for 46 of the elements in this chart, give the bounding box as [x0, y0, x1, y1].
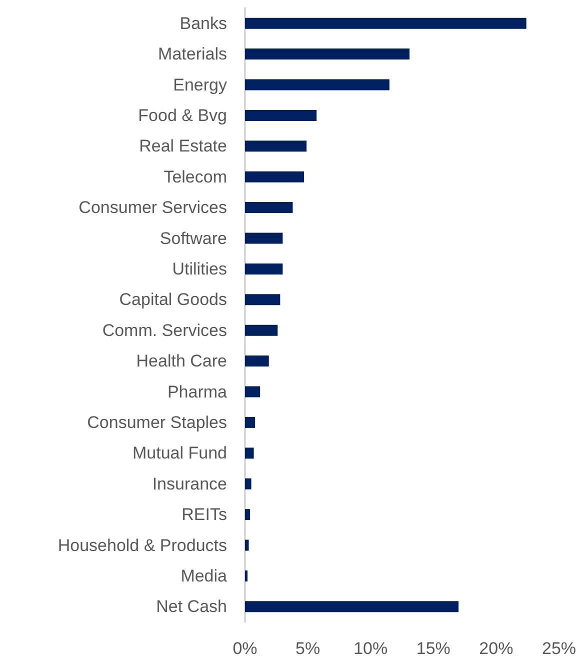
bar [245, 294, 280, 306]
bar [245, 79, 390, 90]
x-tick-label: 5% [296, 639, 320, 658]
bar [245, 448, 254, 459]
y-tick-label: Consumer Staples [87, 412, 227, 432]
y-tick-label: Software [160, 228, 227, 248]
bar [245, 509, 250, 520]
bar [245, 232, 283, 244]
y-tick-label: Comm. Services [102, 320, 227, 340]
y-tick-label: REITs [182, 505, 227, 524]
y-tick-label: Net Cash [156, 597, 227, 616]
y-tick-label: Real Estate [139, 136, 227, 156]
bar [245, 171, 304, 182]
y-tick-label: Pharma [167, 382, 228, 402]
y-tick-label: Banks [180, 14, 227, 33]
x-tick-label: 0% [232, 639, 258, 658]
x-tick-label: 10% [354, 639, 388, 658]
bar [245, 356, 269, 367]
bar [245, 416, 256, 428]
y-tick-label: Energy [173, 75, 228, 94]
y-tick-label: Household & Products [58, 536, 227, 555]
x-tick-label: 15% [416, 639, 450, 658]
bar [245, 140, 307, 152]
bar [245, 110, 317, 121]
bar [245, 324, 278, 336]
y-tick-label: Insurance [152, 474, 227, 494]
x-tick-label: 25% [542, 639, 576, 658]
bar [245, 18, 526, 29]
bar [245, 601, 459, 612]
y-tick-label: Food & Bvg [138, 106, 227, 125]
bar [245, 540, 249, 551]
y-tick-label: Consumer Services [78, 198, 227, 218]
y-tick-label: Media [180, 566, 228, 586]
bar [245, 263, 283, 274]
bar [245, 386, 260, 398]
y-tick-label: Health Care [136, 352, 227, 371]
y-tick-label: Mutual Fund [132, 444, 227, 463]
y-tick-label: Materials [158, 44, 227, 64]
bar [245, 570, 248, 582]
x-tick-label: 20% [479, 639, 514, 658]
bar [245, 478, 252, 490]
bar [245, 202, 293, 214]
bar [245, 48, 410, 60]
y-tick-label: Utilities [172, 259, 227, 278]
y-tick-label: Capital Goods [119, 290, 227, 310]
y-tick-label: Telecom [164, 167, 227, 186]
